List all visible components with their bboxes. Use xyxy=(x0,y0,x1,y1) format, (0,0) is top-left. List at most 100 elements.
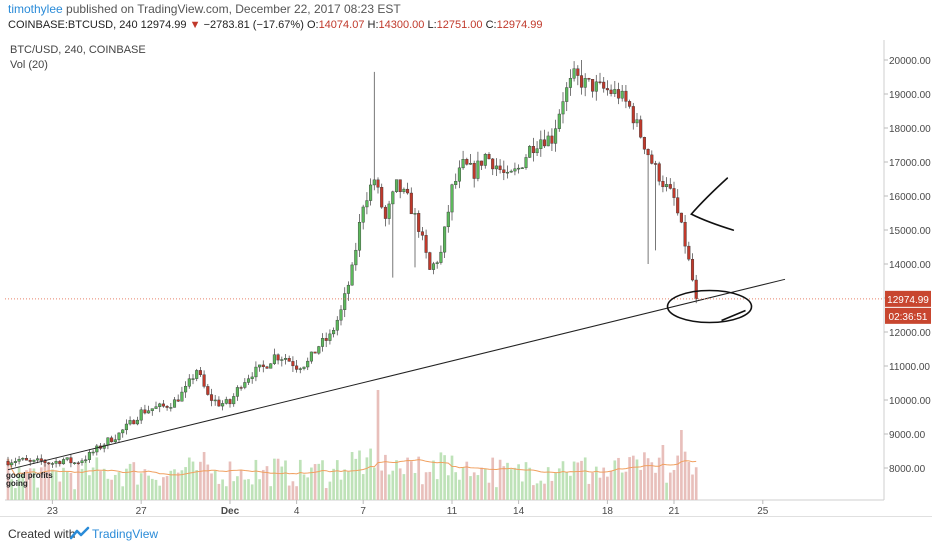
volume-bar xyxy=(606,476,609,500)
volume-bar xyxy=(583,457,587,500)
chart-area[interactable]: 8000.009000.0010000.0011000.0012000.0013… xyxy=(0,40,932,517)
candle-body xyxy=(202,374,206,387)
candle-body xyxy=(602,81,606,89)
candle-body xyxy=(32,459,36,462)
candle-body xyxy=(113,439,117,443)
volume-bar xyxy=(517,464,520,500)
candle-body xyxy=(694,279,698,300)
volume-bar xyxy=(480,467,483,500)
volume-bar xyxy=(28,468,32,500)
volume-bar xyxy=(310,467,313,500)
candle-body xyxy=(332,330,336,335)
volume-bar xyxy=(239,469,243,500)
volume-bar xyxy=(176,472,180,500)
candle-body xyxy=(435,262,439,264)
close-label: C: xyxy=(485,19,497,31)
volume-bar xyxy=(6,458,10,500)
candle-body xyxy=(376,179,380,188)
volume-bar xyxy=(502,466,506,500)
candle-body xyxy=(635,119,639,124)
candle-body xyxy=(339,309,343,321)
candle-body xyxy=(76,462,80,464)
footer: Created with TradingView xyxy=(0,516,932,551)
volume-bar xyxy=(265,466,269,500)
candle-body xyxy=(417,213,421,232)
volume-bar xyxy=(391,470,395,500)
candle-body xyxy=(468,162,473,165)
candle-body xyxy=(158,403,162,407)
price-tags: 12974.99 02:36:51 xyxy=(885,290,931,324)
candle-body xyxy=(528,146,532,158)
volume-bar xyxy=(680,430,683,500)
candle-body xyxy=(254,366,258,378)
candle-body xyxy=(424,235,428,253)
volume-bar xyxy=(247,479,250,500)
tradingview-link[interactable]: TradingView xyxy=(92,527,159,541)
volume-bar xyxy=(269,486,273,500)
volume-bar xyxy=(224,486,228,500)
candle-body xyxy=(398,179,402,193)
candle-body xyxy=(73,462,77,464)
symbol-line: COINBASE:BTCUSD, 240 xyxy=(8,19,138,31)
candle-body xyxy=(309,351,313,362)
price-chart-svg[interactable]: 8000.009000.0010000.0011000.0012000.0013… xyxy=(0,40,932,517)
candle-body xyxy=(579,75,584,88)
candle-body xyxy=(483,154,487,166)
volume-bar xyxy=(261,469,265,500)
volume-bar xyxy=(113,474,117,500)
volume-bar xyxy=(565,472,569,500)
candle-body xyxy=(372,179,376,186)
candle-body xyxy=(224,399,228,404)
candle-body xyxy=(65,457,69,460)
candle-body xyxy=(461,159,465,169)
volume-bar xyxy=(284,460,287,500)
candle-body xyxy=(413,213,417,215)
candle-body xyxy=(165,406,169,408)
candle-body xyxy=(591,79,595,92)
volume-bar xyxy=(361,474,365,500)
price-tick-label: 10000.00 xyxy=(889,396,931,407)
volume-bar xyxy=(631,455,635,500)
volume-bar xyxy=(213,470,217,500)
candle-body xyxy=(391,191,395,205)
volume-bar xyxy=(432,460,435,500)
candle-body xyxy=(6,461,10,466)
legend-volume[interactable]: Vol (20) xyxy=(10,59,48,71)
candle-body xyxy=(47,462,51,464)
volume-bar xyxy=(143,469,147,500)
candle-body xyxy=(383,206,387,219)
candle-body xyxy=(568,78,572,88)
volume-bar xyxy=(106,478,110,500)
candles xyxy=(6,60,698,468)
volume-bar xyxy=(317,463,321,500)
volume-bar xyxy=(369,448,372,500)
candle-body xyxy=(243,382,247,388)
tradingview-logo-icon[interactable] xyxy=(69,526,90,545)
volume-bar xyxy=(298,459,302,500)
candle-body xyxy=(209,394,214,401)
volume-bar xyxy=(91,467,95,500)
candle-body xyxy=(642,137,646,150)
time-tick-label: 23 xyxy=(47,506,59,516)
candle-body xyxy=(195,370,199,379)
volume-bar xyxy=(509,469,513,500)
author-name[interactable]: timothylee xyxy=(8,2,63,16)
candle-body xyxy=(420,231,424,236)
volume-bar xyxy=(628,457,631,500)
candle-body xyxy=(457,167,461,182)
candle-body xyxy=(539,139,543,149)
volume-bar xyxy=(180,470,184,500)
candle-body xyxy=(491,158,495,170)
volume-bar xyxy=(380,470,384,500)
candle-body xyxy=(605,88,609,91)
candle-body xyxy=(239,387,243,389)
candle-body xyxy=(565,87,569,102)
candle-body xyxy=(465,159,469,165)
volume-bar xyxy=(572,461,576,500)
candle-body xyxy=(450,184,454,213)
legend-symbol[interactable]: BTC/USD, 240, COINBASE xyxy=(10,44,146,56)
price-tick-label: 8000.00 xyxy=(889,464,926,475)
volume-bar xyxy=(254,459,258,500)
volume-bar xyxy=(95,457,99,500)
volume-bar xyxy=(594,466,598,500)
